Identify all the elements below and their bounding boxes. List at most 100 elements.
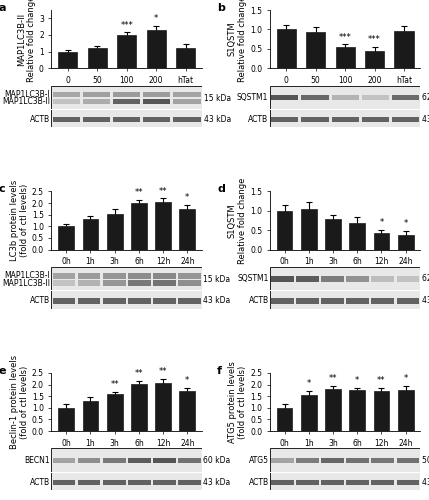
X-axis label: Tat(ng/ml): Tat(ng/ml)	[324, 88, 366, 96]
Bar	[107, 394, 123, 431]
Bar	[178, 480, 201, 485]
Bar	[147, 30, 166, 68]
Bar	[179, 209, 195, 250]
Bar	[153, 458, 176, 463]
Bar	[113, 99, 140, 104]
Bar	[78, 298, 100, 304]
Text: 43 kDa: 43 kDa	[204, 115, 231, 124]
Bar	[153, 480, 176, 485]
Bar	[58, 52, 78, 68]
Text: MAP1LC3B-I: MAP1LC3B-I	[4, 272, 50, 280]
Bar	[58, 408, 74, 431]
Bar	[346, 276, 369, 281]
Bar	[173, 92, 201, 97]
Bar	[131, 203, 147, 250]
Bar	[277, 30, 296, 68]
Bar	[394, 30, 414, 68]
Text: ***: ***	[339, 32, 351, 42]
Bar	[321, 480, 344, 485]
Bar	[332, 94, 359, 100]
Bar	[346, 480, 369, 485]
Bar	[301, 395, 317, 431]
Bar	[78, 280, 100, 285]
Text: 43 kDa: 43 kDa	[422, 115, 429, 124]
Text: ACTB: ACTB	[248, 115, 268, 124]
Bar	[365, 50, 384, 68]
Text: SQSTM1: SQSTM1	[237, 274, 269, 283]
Bar	[178, 458, 201, 463]
Text: e: e	[0, 366, 6, 376]
Bar	[83, 99, 110, 104]
Text: 62 kDa: 62 kDa	[422, 274, 429, 283]
X-axis label: Tat(100ng/ml): Tat(100ng/ml)	[316, 450, 375, 460]
Text: **: **	[159, 368, 167, 376]
Bar	[82, 220, 98, 250]
Bar	[271, 458, 294, 463]
Y-axis label: S1QSTM
Relative fold change: S1QSTM Relative fold change	[228, 178, 247, 264]
Text: BECN1: BECN1	[24, 456, 50, 465]
Bar	[153, 280, 176, 285]
Bar	[372, 480, 394, 485]
Bar	[103, 480, 126, 485]
Text: 15 kDa: 15 kDa	[203, 275, 230, 284]
Bar	[153, 273, 176, 278]
Bar	[321, 458, 344, 463]
Text: ACTB: ACTB	[30, 478, 50, 487]
Text: **: **	[377, 376, 386, 384]
Text: 43 kDa: 43 kDa	[422, 296, 429, 306]
Bar	[128, 298, 151, 304]
Text: *: *	[307, 379, 311, 388]
Y-axis label: LC3b protein levels
(fold of ctl levels): LC3b protein levels (fold of ctl levels)	[9, 180, 29, 261]
Bar	[346, 298, 369, 304]
Y-axis label: ATG5 protein levels
(fold of ctl levels): ATG5 protein levels (fold of ctl levels)	[228, 361, 247, 443]
Text: 15 kDa: 15 kDa	[204, 94, 231, 102]
Bar	[178, 298, 201, 304]
Bar	[306, 32, 325, 68]
Bar	[179, 391, 195, 431]
Bar	[271, 276, 294, 281]
Text: d: d	[217, 184, 225, 194]
Bar	[53, 116, 80, 122]
Bar	[58, 226, 74, 250]
Y-axis label: MAP1LC3B-II
Relative fold change: MAP1LC3B-II Relative fold change	[17, 0, 36, 82]
Bar	[103, 458, 126, 463]
Text: 50 kDa: 50 kDa	[422, 456, 429, 465]
X-axis label: Tat(100ng/ml): Tat(100ng/ml)	[316, 269, 375, 278]
Bar	[117, 35, 136, 68]
Text: *: *	[185, 193, 190, 202]
Bar	[271, 94, 299, 100]
Bar	[296, 298, 319, 304]
Bar	[53, 273, 76, 278]
Text: **: **	[159, 186, 167, 196]
Text: b: b	[217, 3, 225, 13]
Text: *: *	[404, 219, 408, 228]
Text: MAP1LC3B-I: MAP1LC3B-I	[4, 90, 50, 99]
Bar	[325, 220, 341, 250]
Text: *: *	[355, 376, 360, 384]
Text: 43 kDa: 43 kDa	[203, 296, 230, 306]
Text: f: f	[217, 366, 222, 376]
Text: 60 kDa: 60 kDa	[203, 456, 230, 465]
Bar	[88, 48, 107, 68]
Bar	[128, 280, 151, 285]
Text: MAP1LC3B-II: MAP1LC3B-II	[2, 97, 50, 106]
Bar	[349, 390, 365, 431]
Text: *: *	[185, 376, 190, 386]
Bar	[103, 298, 126, 304]
Bar	[302, 94, 329, 100]
Bar	[53, 458, 76, 463]
Bar	[346, 458, 369, 463]
Text: **: **	[110, 380, 119, 388]
Bar	[78, 458, 100, 463]
Bar	[82, 402, 98, 431]
Bar	[53, 298, 76, 304]
Bar	[128, 480, 151, 485]
Bar	[277, 408, 293, 431]
Bar	[296, 458, 319, 463]
Bar	[53, 480, 76, 485]
Bar	[374, 391, 390, 431]
Bar	[173, 116, 201, 122]
Text: a: a	[0, 3, 6, 13]
Bar	[155, 202, 171, 250]
Bar	[335, 47, 355, 68]
